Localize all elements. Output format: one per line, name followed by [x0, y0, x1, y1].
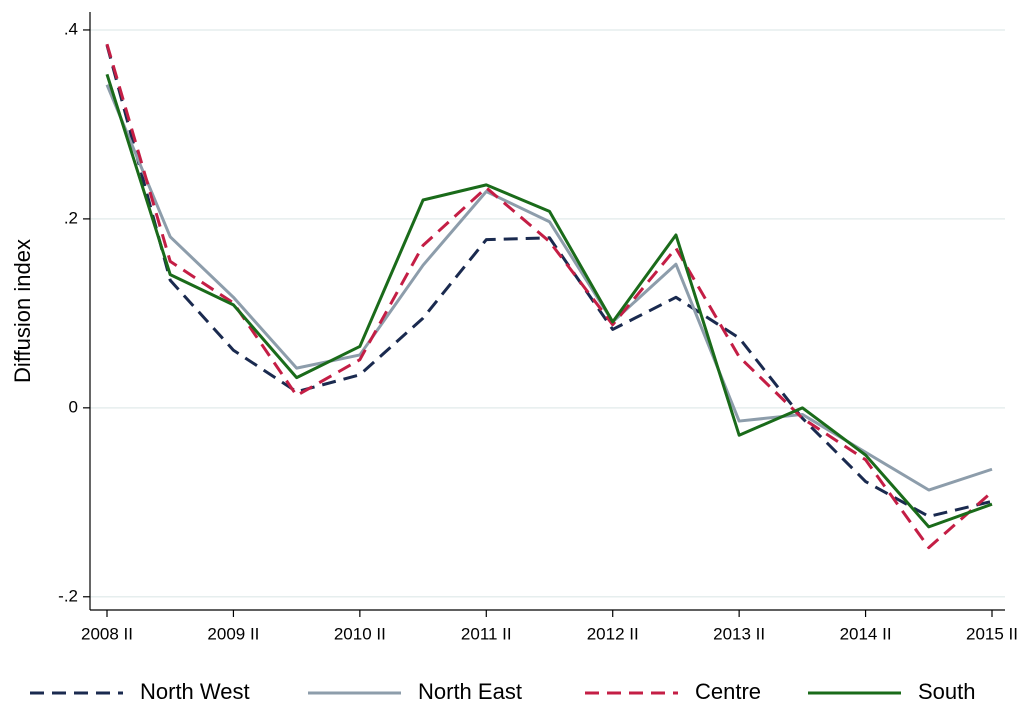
x-tick-label: 2015 II: [966, 624, 1018, 643]
y-tick-label: -.2: [58, 586, 78, 605]
x-tick-label: 2013 II: [713, 624, 765, 643]
y-tick-label: .2: [64, 208, 78, 227]
series-line: [105, 84, 993, 492]
legend-label: North East: [418, 679, 522, 704]
legend-label: Centre: [695, 679, 761, 704]
x-tick-label: 2008 II: [81, 624, 133, 643]
y-tick-label: .4: [64, 19, 78, 38]
x-tick-label: 2014 II: [840, 624, 892, 643]
y-tick-label: 0: [69, 397, 78, 416]
legend-label: North West: [140, 679, 250, 704]
x-tick-label: 2011 II: [461, 624, 512, 643]
series-line: [105, 44, 993, 518]
x-tick-label: 2010 II: [334, 624, 386, 643]
legend-label: South: [918, 679, 976, 704]
series-line: [105, 73, 993, 529]
series-line: [105, 43, 993, 550]
x-tick-label: 2012 II: [587, 624, 639, 643]
x-tick-label: 2009 II: [207, 624, 259, 643]
y-axis-label: Diffusion index: [10, 239, 35, 383]
